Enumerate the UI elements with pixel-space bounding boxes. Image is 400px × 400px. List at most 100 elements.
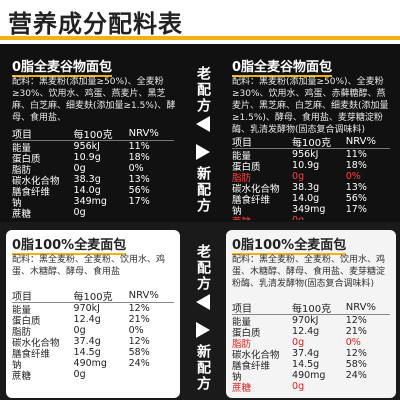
bottom-new-panel: 0脂100%全麦面包 配料：黑全麦粉、全麦粉、饮用水、鸡蛋、木糖醇、酵母、食用盐… [226,230,396,398]
table-cell: 956kJ [73,141,100,152]
table-cell: 12% [128,336,150,347]
table-cell: 蔗糖 [12,208,32,220]
table-cell: 碳水化合物 [232,183,280,195]
product-name: 0脂100%全麦面包 [232,234,347,255]
table-cell: 18% [128,152,150,163]
table-row: 膳食纤维 14.0g 56% [232,193,390,206]
top-old-panel: 0脂全麦谷物面包 配料：黑麦粉(添加量≥50%)、全麦粉≥30%、饮用水、鸡蛋、… [6,52,180,220]
table-row: 钠 490mg 24% [232,370,390,383]
table-cell: 能量 [12,304,32,316]
ingredients-text: 配料：黑全麦粉、全麦粉、饮用水、鸡蛋、木糖醇、酵母、食用盐 [12,255,166,277]
table-row: 能量 970kJ 12% [232,315,390,328]
table-row: 碳水化合物 38.3g 13% [232,182,390,195]
old-formula-label: 老配方 [182,244,224,314]
table-cell: 能量 [232,316,252,328]
table-row: 能量 956kJ 11% [232,149,390,162]
table-row: 膳食纤维 14.0g 56% [12,185,174,198]
new-label-text: 新配方 [195,344,211,392]
arrow-left-icon [182,116,224,136]
table-row: 蛋白质 12.4g 21% [12,314,174,327]
table-cell: 17% [345,204,367,215]
table-cell: 38.3g [73,174,101,185]
table-row: 钠 349mg 17% [232,204,390,217]
table-cell: 碳水化合物 [12,337,60,349]
nutrition-table: 项目 每100克 NRV% 能量 970kJ 12% 蛋白质 12.4g 21% 脂肪 0… [232,300,390,394]
table-cell: 0g [73,207,86,218]
table-row: 碳水化合物 37.4g 12% [232,348,390,361]
table-row: 脂肪 0g 0% [232,171,390,184]
arrow-right-icon [182,144,224,164]
header-per100: 每100克 [73,129,113,141]
header-item: 项目 [232,303,252,315]
table-cell: 12% [345,315,367,326]
table-header: 项目 每100克 NRV% [232,134,390,149]
table-row: 蛋白质 10.9g 18% [232,160,390,173]
header-per100: 每100克 [292,137,332,149]
table-cell: 56% [128,185,150,196]
table-row: 蛋白质 10.9g 18% [12,152,174,165]
table-cell: 12.4g [73,314,101,325]
table-row: 碳水化合物 37.4g 12% [12,336,174,349]
product-name: 0脂全麦谷物面包 [232,56,333,77]
table-cell: 37.4g [292,348,320,359]
table-cell: 970kJ [292,315,319,326]
table-cell: 0% [128,163,144,174]
table-cell: 24% [128,358,150,369]
table-cell: 17% [128,196,150,207]
table-cell: 0% [345,337,361,348]
top-section: 0脂全麦谷物面包 配料：黑麦粉(添加量≥50%)、全麦粉≥30%、饮用水、鸡蛋、… [0,44,400,222]
old-label-text: 老配方 [195,244,211,292]
table-cell: 脂肪 [232,338,252,350]
table-cell: 58% [345,359,367,370]
table-cell: 490mg [292,370,326,381]
table-row: 蛋白质 12.4g 21% [232,326,390,339]
table-row: 膳食纤维 14.5g 58% [12,347,174,360]
header-nrv: NRV% [345,135,376,147]
table-cell: 56% [345,193,367,204]
table-cell: 12.4g [292,326,320,337]
table-cell: 970kJ [73,303,100,314]
table-cell: 490mg [73,358,107,369]
table-row: 脂肪 0g 0% [12,325,174,338]
table-cell: 0g [292,171,305,182]
new-formula-label: 新配方 [182,322,224,392]
nutrition-table: 项目 每100克 NRV% 能量 970kJ 12% 蛋白质 12.4g 21% 脂肪 0… [12,288,174,382]
header-item: 项目 [12,129,32,141]
table-cell: 0g [292,215,346,220]
table-cell: 18% [345,160,367,171]
table-cell: 碳水化合物 [232,349,280,361]
table-cell: 13% [345,182,367,193]
table-cell: 10.9g [292,160,320,171]
table-row: 碳水化合物 38.3g 13% [12,174,174,187]
header-nrv: NRV% [128,289,159,301]
table-cell: 蔗糖 [12,370,32,382]
table-row: 能量 970kJ 12% [12,303,174,316]
table-cell: 能量 [12,142,32,154]
table-cell: 膳食纤维 [12,186,51,198]
table-cell: 0% [128,325,144,336]
table-cell: 37.4g [73,336,101,347]
page-title: 营养成分配料表 [8,10,183,38]
header-per100: 每100克 [292,303,332,315]
table-cell: 14.5g [292,359,320,370]
table-cell: 38.3g [292,182,320,193]
table-cell: 膳食纤维 [232,194,271,206]
table-cell: 膳食纤维 [232,360,271,372]
ingredients-text: 配料：黑麦粉(添加量≥50%)、全麦粉≥30%、饮用水、鸡蛋、赤藓糖醇、燕麦片、… [232,77,389,135]
table-cell: 956kJ [292,149,319,160]
table-row: 蔗糖 0g [12,207,174,220]
table-cell: 脂肪 [232,172,252,184]
table-cell: 0g [73,163,86,174]
table-cell: 21% [128,314,150,325]
table-cell: 蔗糖 [232,214,292,221]
table-cell: 12% [128,303,150,314]
table-row: 钠 349mg 17% [12,196,174,209]
table-cell: 58% [128,347,150,358]
header-per100: 每100克 [73,291,113,303]
table-row: 脂肪 0g 0% [12,163,174,176]
table-cell: 14.0g [73,185,101,196]
table-cell: 13% [128,174,150,185]
table-cell: 碳水化合物 [12,175,60,187]
